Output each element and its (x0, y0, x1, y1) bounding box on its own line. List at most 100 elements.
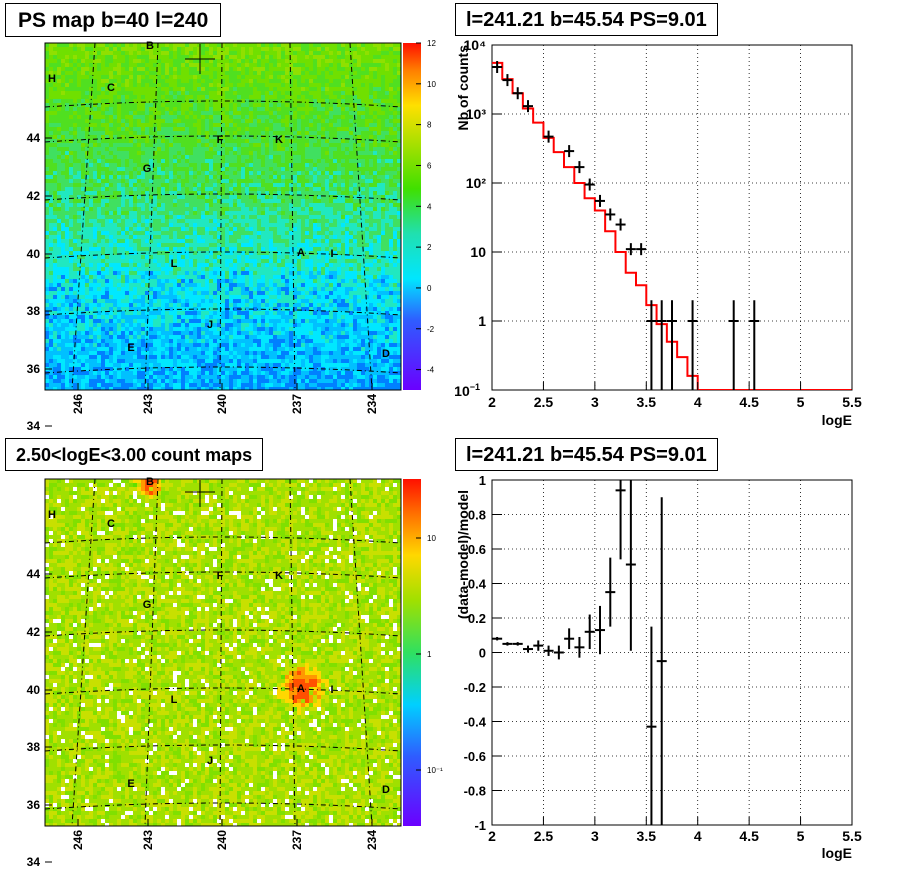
heatmap-cell (393, 139, 397, 143)
heatmap-cell (81, 267, 85, 271)
heatmap-cell (277, 195, 281, 199)
heatmap-cell (237, 235, 241, 239)
heatmap-cell (101, 263, 105, 267)
heatmap-cell (277, 171, 281, 175)
heatmap-cell (193, 111, 197, 115)
heatmap-cell (217, 139, 221, 143)
heatmap-cell (377, 59, 381, 63)
heatmap-cell (129, 63, 133, 67)
heatmap-cell (113, 99, 117, 103)
heatmap-cell (53, 191, 57, 195)
heatmap-cell (253, 63, 257, 67)
heatmap-cell (61, 147, 65, 151)
heatmap-cell (313, 119, 317, 123)
heatmap-cell (373, 99, 377, 103)
heatmap-cell (321, 55, 325, 59)
heatmap-cell (89, 51, 93, 55)
heatmap-cell (113, 143, 117, 147)
heatmap-cell (89, 179, 93, 183)
heatmap-cell (361, 91, 365, 95)
heatmap-cell (185, 95, 189, 99)
heatmap-cell (325, 243, 329, 247)
heatmap-cell (269, 195, 273, 199)
heatmap-cell (345, 63, 349, 67)
heatmap-cell (53, 263, 57, 267)
heatmap-cell (105, 151, 109, 155)
heatmap-cell (305, 259, 309, 263)
heatmap-cell (337, 47, 341, 51)
heatmap-cell (277, 91, 281, 95)
heatmap-cell (85, 179, 89, 183)
heatmap-cell (213, 167, 217, 171)
heatmap-cell (337, 135, 341, 139)
heatmap-cell (349, 215, 353, 219)
heatmap-cell (349, 111, 353, 115)
heatmap-cell (337, 127, 341, 131)
heatmap-cell (129, 47, 133, 51)
heatmap-cell (377, 91, 381, 95)
heatmap-cell (273, 111, 277, 115)
heatmap-cell (365, 263, 369, 267)
heatmap-cell (245, 139, 249, 143)
heatmap-cell (237, 199, 241, 203)
heatmap-cell (297, 195, 301, 199)
heatmap-cell (297, 107, 301, 111)
heatmap-cell (77, 251, 81, 255)
heatmap-cell (57, 243, 61, 247)
heatmap-cell (317, 95, 321, 99)
heatmap-cell (337, 235, 341, 239)
heatmap-cell (317, 147, 321, 151)
heatmap-cell (277, 179, 281, 183)
heatmap-cell (253, 211, 257, 215)
heatmap-cell (321, 47, 325, 51)
heatmap-cell (397, 171, 401, 175)
heatmap-cell (341, 63, 345, 67)
heatmap-cell (265, 135, 269, 139)
heatmap-cell (357, 51, 361, 55)
heatmap-cell (117, 59, 121, 63)
heatmap-cell (185, 179, 189, 183)
heatmap-cell (345, 171, 349, 175)
heatmap-cell (149, 155, 153, 159)
heatmap-cell (341, 135, 345, 139)
heatmap-cell (345, 75, 349, 79)
heatmap-cell (85, 103, 89, 107)
heatmap-cell (49, 103, 53, 107)
heatmap-cell (245, 55, 249, 59)
heatmap-cell (97, 135, 101, 139)
heatmap-cell (353, 55, 357, 59)
heatmap-cell (365, 63, 369, 67)
heatmap-cell (261, 171, 265, 175)
heatmap-cell (317, 143, 321, 147)
heatmap-cell (161, 51, 165, 55)
heatmap-cell (81, 235, 85, 239)
heatmap-cell (141, 207, 145, 211)
heatmap-cell (385, 115, 389, 119)
heatmap-cell (117, 147, 121, 151)
heatmap-cell (109, 103, 113, 107)
heatmap-cell (209, 259, 213, 263)
heatmap-cell (217, 71, 221, 75)
heatmap-cell (365, 155, 369, 159)
heatmap-cell (157, 59, 161, 63)
heatmap-cell (229, 263, 233, 267)
heatmap-cell (321, 155, 325, 159)
heatmap-cell (353, 183, 357, 187)
heatmap-cell (389, 211, 393, 215)
heatmap-cell (273, 71, 277, 75)
heatmap-cell (373, 235, 377, 239)
heatmap-cell (293, 119, 297, 123)
heatmap-cell (341, 163, 345, 167)
heatmap-cell (165, 119, 169, 123)
heatmap-cell (145, 231, 149, 235)
heatmap-cell (373, 239, 377, 243)
heatmap-cell (385, 139, 389, 143)
heatmap-cell (217, 59, 221, 63)
heatmap-cell (261, 203, 265, 207)
heatmap-cell (193, 191, 197, 195)
heatmap-cell (165, 107, 169, 111)
heatmap-cell (349, 163, 353, 167)
heatmap-cell (285, 131, 289, 135)
heatmap-cell (313, 179, 317, 183)
heatmap-cell (61, 223, 65, 227)
